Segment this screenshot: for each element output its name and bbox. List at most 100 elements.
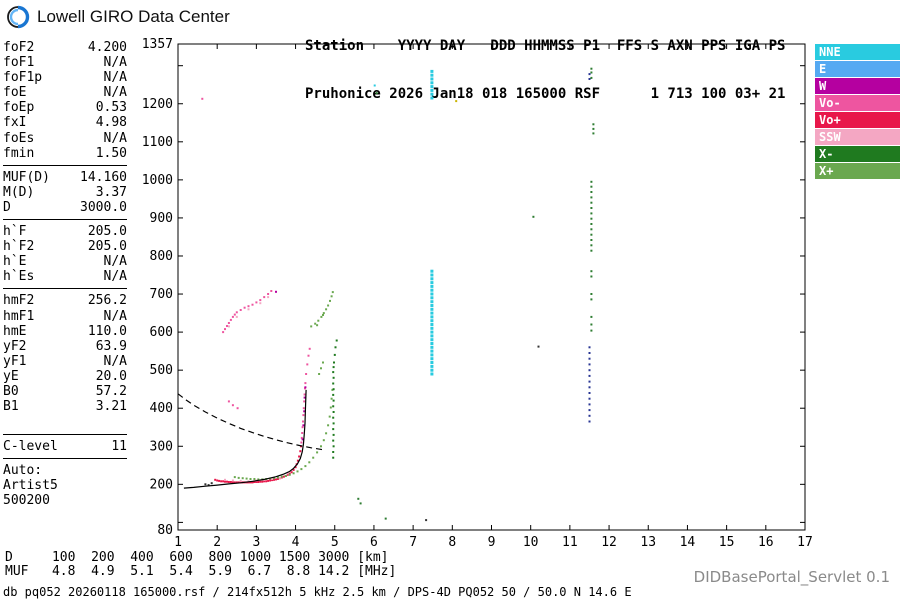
column-11mhz-green-point [590, 244, 593, 247]
nne-spread-point [430, 88, 434, 92]
nne-spread-point [430, 364, 434, 368]
o-trace-flat-point [286, 473, 289, 476]
o-trace-flat-point [235, 481, 238, 484]
x-tick-label: 5 [331, 535, 339, 550]
column-11mhz-dark-point [588, 73, 591, 76]
misc-dots-point [201, 97, 204, 100]
column-11mhz-green-point [590, 329, 593, 332]
o-trace-ssw-point [286, 472, 289, 475]
o-trace-flat-point [227, 481, 230, 483]
o-trace-flat-point [276, 478, 279, 480]
x-trace-column-point [332, 416, 335, 419]
auto-version: 500200 [3, 493, 50, 509]
x-trace-flat-point [304, 465, 307, 468]
x-trace-column-point [332, 366, 335, 369]
x-tick-label: 14 [680, 535, 696, 550]
nne-spread-point [430, 73, 434, 77]
param-fof1: foF1 N/A [3, 55, 127, 70]
column-11mhz-green-point [590, 76, 593, 79]
x-trace-flat-point [273, 477, 275, 480]
o-trace-rise-point [306, 363, 309, 366]
column-11mhz-green-point [590, 212, 593, 215]
param-label: h`E [3, 254, 27, 270]
second-hop-o-point [243, 306, 246, 309]
o-trace-flat-point [226, 480, 228, 483]
panel-separator [3, 219, 127, 221]
second-hop-o-point [224, 328, 226, 331]
param-label: foEp [3, 100, 35, 116]
param-label: foF1 [3, 55, 35, 71]
nne-spread-point [430, 296, 434, 300]
param-value: 3.21 [95, 399, 127, 415]
o-trace-ssw-point [224, 478, 226, 481]
x-tick-label: 13 [640, 535, 656, 550]
nne-spread-point [430, 368, 434, 372]
second-hop-x-point [329, 299, 331, 302]
o-trace-flat-point [224, 480, 226, 483]
param-label: B1 [3, 399, 19, 415]
column-11mhz-green-point [590, 217, 593, 220]
nne-spread-point [430, 292, 434, 296]
x-tick-label: 8 [448, 535, 456, 550]
nne-spread-point [430, 330, 434, 334]
o-trace-flat-point [214, 478, 217, 481]
param-label: foE [3, 85, 27, 101]
x-tick-label: 10 [523, 535, 539, 550]
param-he: h`E N/A [3, 254, 127, 269]
column-11mhz-green-point [590, 249, 593, 252]
nne-spread-point [430, 92, 434, 96]
parameter-panel: foF2 4.200 foF1 N/A foF1p N/A foE N/A foEp 0.53 fx… [3, 40, 127, 509]
y-tick-label: 700 [150, 287, 173, 302]
column-11mhz-green-point [590, 185, 593, 188]
nne-spread-point [430, 281, 434, 285]
o-trace-flat-point [249, 481, 252, 484]
o-trace-ssw-point [278, 476, 281, 479]
o-trace-ssw-point [271, 478, 274, 480]
o-trace-rise-point [303, 400, 306, 403]
x-trace-column-point [332, 433, 335, 436]
param-label: foF2 [3, 40, 35, 55]
param-value: 0.53 [95, 100, 127, 116]
misc-dots-point [359, 502, 362, 505]
param-foe: foE N/A [3, 85, 127, 100]
trace-fit-line [183, 389, 307, 489]
o-trace-flat-point [296, 459, 299, 462]
misc-dots-point [210, 482, 213, 485]
nne-spread-point [430, 273, 434, 277]
second-hop-o-point [226, 325, 228, 327]
column-11mhz-green-point [590, 180, 593, 183]
x-trace-column-point [332, 451, 335, 453]
second-hop-x-point [317, 319, 320, 322]
second-hop-o-ssw-point [267, 296, 270, 299]
param-label: M(D) [3, 184, 35, 200]
giro-logo-icon [7, 5, 30, 29]
column-11mhz-dark-point [588, 78, 591, 80]
measurement-info: db pq052 20260118 165000.rsf / 214fx512h… [3, 585, 632, 599]
misc-dots-point [275, 290, 277, 293]
x-trace-column-point [332, 371, 335, 374]
x-trace-flat-point [237, 476, 240, 479]
y-tick-label: 600 [150, 325, 173, 340]
second-hop-o-ssw-point [227, 325, 230, 328]
o-trace-rise-point [304, 387, 306, 390]
second-hop-x-point [316, 324, 319, 327]
nne-spread-point [430, 81, 434, 85]
o-trace-rise-point [300, 441, 303, 444]
panel-separator [3, 458, 127, 460]
nne-spread-point [430, 288, 434, 292]
x-trace-column-point [332, 456, 335, 459]
x-tick-label: 11 [562, 535, 578, 550]
x-trace-flat-point [245, 477, 248, 480]
second-hop-o-point [251, 303, 254, 306]
o-trace-flat-point [292, 468, 295, 471]
nne-spread-point [430, 307, 434, 311]
misc-dots-point [231, 404, 234, 407]
column-11mhz-dark-point [588, 392, 591, 394]
o-trace-flat-point [269, 479, 272, 482]
o-trace-flat-point [267, 479, 270, 482]
second-hop-o-ssw-point [247, 308, 250, 311]
nne-spread-point [430, 353, 434, 357]
param-fxi: fxI 4.98 [3, 115, 127, 130]
o-trace-rise-point [301, 432, 304, 434]
x-trace-column-point [334, 346, 337, 349]
